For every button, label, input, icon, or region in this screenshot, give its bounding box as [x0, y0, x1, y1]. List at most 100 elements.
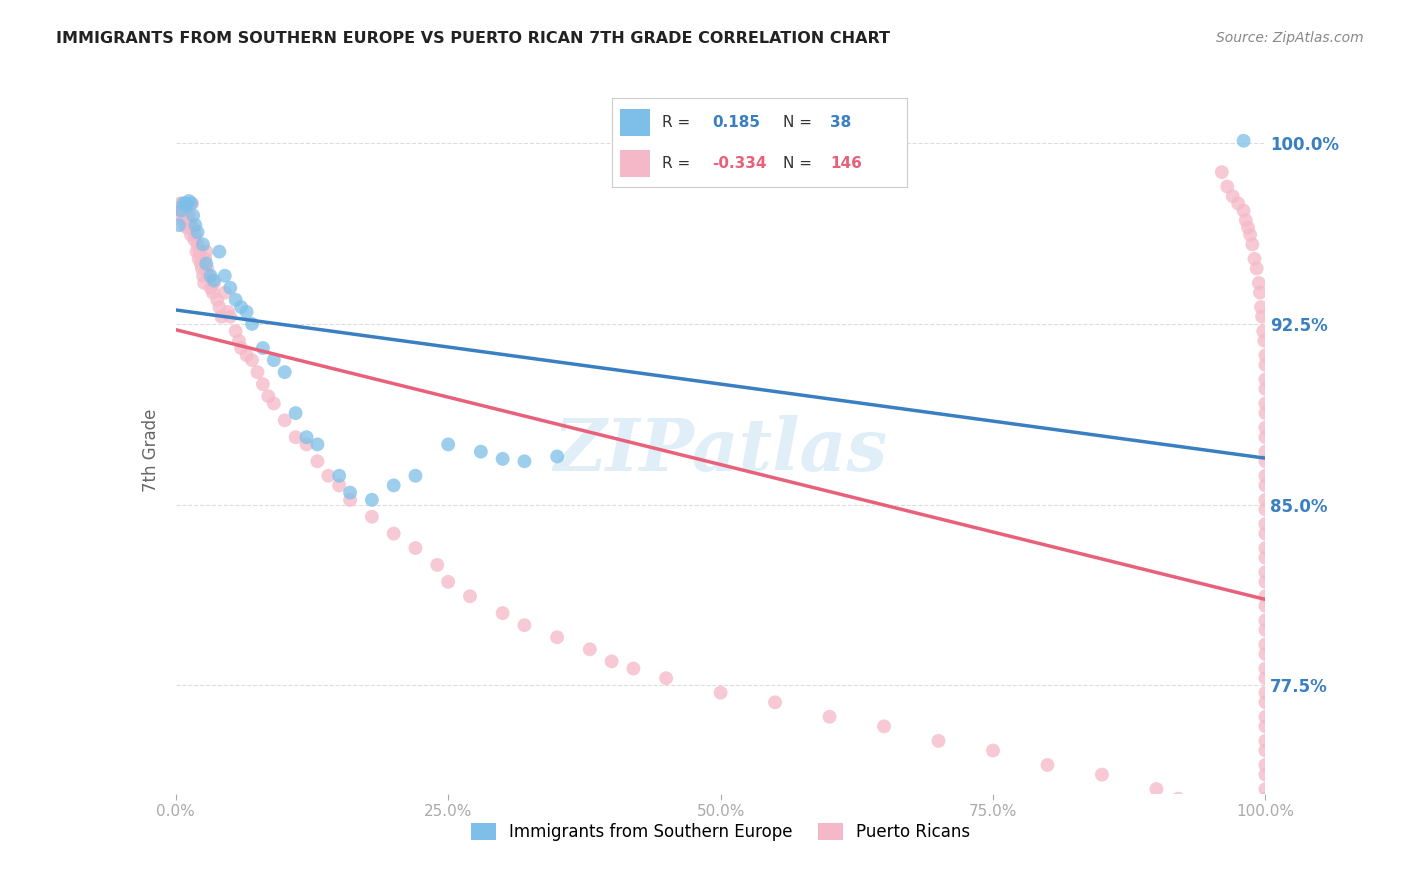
Point: [179, 218, 201, 232]
Point: [513, 618, 536, 632]
Point: [1254, 710, 1277, 724]
Point: [1254, 420, 1277, 434]
Point: [284, 406, 307, 420]
Point: [190, 257, 212, 271]
Point: [1211, 165, 1233, 179]
Point: [470, 444, 492, 458]
Point: [307, 437, 329, 451]
Point: [257, 389, 280, 403]
Point: [1189, 806, 1212, 821]
Point: [339, 492, 361, 507]
Point: [202, 276, 225, 290]
Point: [1243, 252, 1265, 266]
Point: [437, 437, 460, 451]
Point: [1253, 334, 1275, 348]
Point: [1199, 815, 1222, 830]
Point: [195, 244, 218, 259]
Point: [405, 541, 427, 555]
Point: [172, 209, 194, 223]
Point: [1254, 454, 1277, 468]
Point: [492, 451, 515, 466]
Text: 146: 146: [830, 156, 862, 170]
Point: [197, 268, 219, 283]
Point: [1254, 791, 1277, 805]
Point: [1254, 743, 1277, 757]
Point: [1232, 134, 1256, 148]
Point: [240, 317, 263, 331]
Point: [1216, 179, 1239, 194]
Point: [184, 227, 207, 242]
Point: [307, 454, 329, 468]
Point: [205, 293, 228, 307]
Point: [1254, 830, 1277, 845]
Point: [177, 194, 200, 208]
Point: [180, 227, 202, 242]
Point: [1246, 261, 1268, 276]
Point: [1254, 719, 1277, 733]
Point: [621, 662, 644, 676]
Point: [219, 281, 242, 295]
Point: [1254, 478, 1277, 492]
Point: [202, 274, 225, 288]
Point: [1251, 310, 1274, 324]
Point: [186, 237, 209, 252]
Point: [208, 300, 231, 314]
Point: [183, 233, 205, 247]
Text: N =: N =: [783, 115, 817, 129]
Point: [170, 203, 193, 218]
Point: [1254, 734, 1277, 748]
Point: [231, 341, 253, 355]
Point: [172, 196, 194, 211]
Point: [710, 686, 733, 700]
Point: [200, 268, 222, 283]
Point: [188, 244, 211, 259]
Point: [181, 220, 204, 235]
Point: [655, 671, 678, 685]
Point: [246, 365, 269, 379]
Point: [1250, 300, 1272, 314]
Point: [360, 509, 382, 524]
Point: [174, 203, 197, 218]
Point: [1254, 637, 1277, 651]
Point: [458, 589, 481, 603]
Point: [1254, 565, 1277, 579]
Point: [200, 281, 222, 295]
Point: [1237, 220, 1260, 235]
Point: [176, 199, 198, 213]
Point: [1254, 839, 1277, 854]
Point: [186, 244, 208, 259]
Point: [382, 526, 405, 541]
Point: [252, 341, 274, 355]
Point: [1249, 285, 1271, 300]
Point: [1254, 662, 1277, 676]
Point: [214, 268, 236, 283]
Point: [360, 492, 382, 507]
Y-axis label: 7th Grade: 7th Grade: [142, 409, 160, 492]
Point: [1254, 574, 1277, 589]
Point: [181, 209, 204, 223]
Point: [1254, 396, 1277, 410]
Point: [284, 430, 307, 444]
Point: [546, 630, 568, 644]
Point: [1241, 237, 1264, 252]
Point: [170, 203, 193, 218]
Point: [1254, 613, 1277, 627]
Point: [1254, 599, 1277, 613]
Point: [180, 196, 202, 211]
Point: [1254, 815, 1277, 830]
Point: [1254, 550, 1277, 565]
Text: R =: R =: [662, 115, 695, 129]
Point: [1254, 806, 1277, 821]
Point: [1254, 430, 1277, 444]
Point: [235, 348, 257, 362]
Point: [1247, 276, 1270, 290]
Text: 38: 38: [830, 115, 852, 129]
Point: [263, 396, 285, 410]
Point: [177, 213, 200, 227]
Point: [546, 450, 568, 464]
Text: N =: N =: [783, 156, 817, 170]
Point: [1232, 203, 1256, 218]
Point: [1234, 213, 1257, 227]
Point: [1254, 686, 1277, 700]
Point: [873, 719, 896, 733]
